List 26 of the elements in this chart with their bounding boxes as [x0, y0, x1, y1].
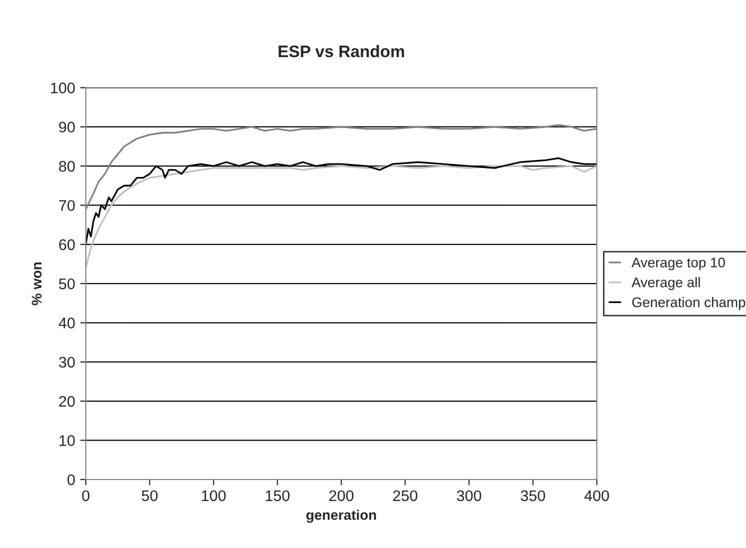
y-tick-label: 30: [58, 356, 75, 368]
x-tick-label: 50: [142, 490, 158, 502]
x-tick-label: 250: [393, 490, 418, 502]
y-axis-title: % won: [32, 262, 42, 306]
legend-label: Average top 10: [632, 258, 725, 270]
legend-label: Average all: [632, 277, 700, 290]
y-tick-label: 80: [59, 160, 75, 172]
y-tick-label: 70: [59, 200, 75, 211]
y-tick-label: 20: [59, 396, 75, 407]
x-tick-label: 0: [82, 490, 90, 502]
x-tick-label: 350: [520, 490, 546, 502]
y-tick-label: 60: [59, 239, 75, 250]
x-axis-title: generation: [306, 510, 376, 523]
y-tick-label: 0: [67, 474, 75, 486]
x-tick-label: 100: [202, 490, 226, 502]
y-tick-label: 40: [58, 318, 75, 328]
chart-title: ESP vs Random: [278, 45, 404, 58]
x-tick-label: 200: [329, 490, 354, 502]
x-tick-label: 300: [456, 490, 482, 502]
y-tick-label: 10: [60, 435, 75, 446]
y-tick-label: 100: [51, 82, 75, 94]
y-tick-label: 50: [58, 278, 75, 290]
x-tick-label: 400: [584, 490, 609, 502]
y-tick-label: 90: [59, 122, 75, 133]
x-tick-label: 150: [266, 490, 290, 502]
legend-label: Generation champ: [632, 297, 746, 310]
